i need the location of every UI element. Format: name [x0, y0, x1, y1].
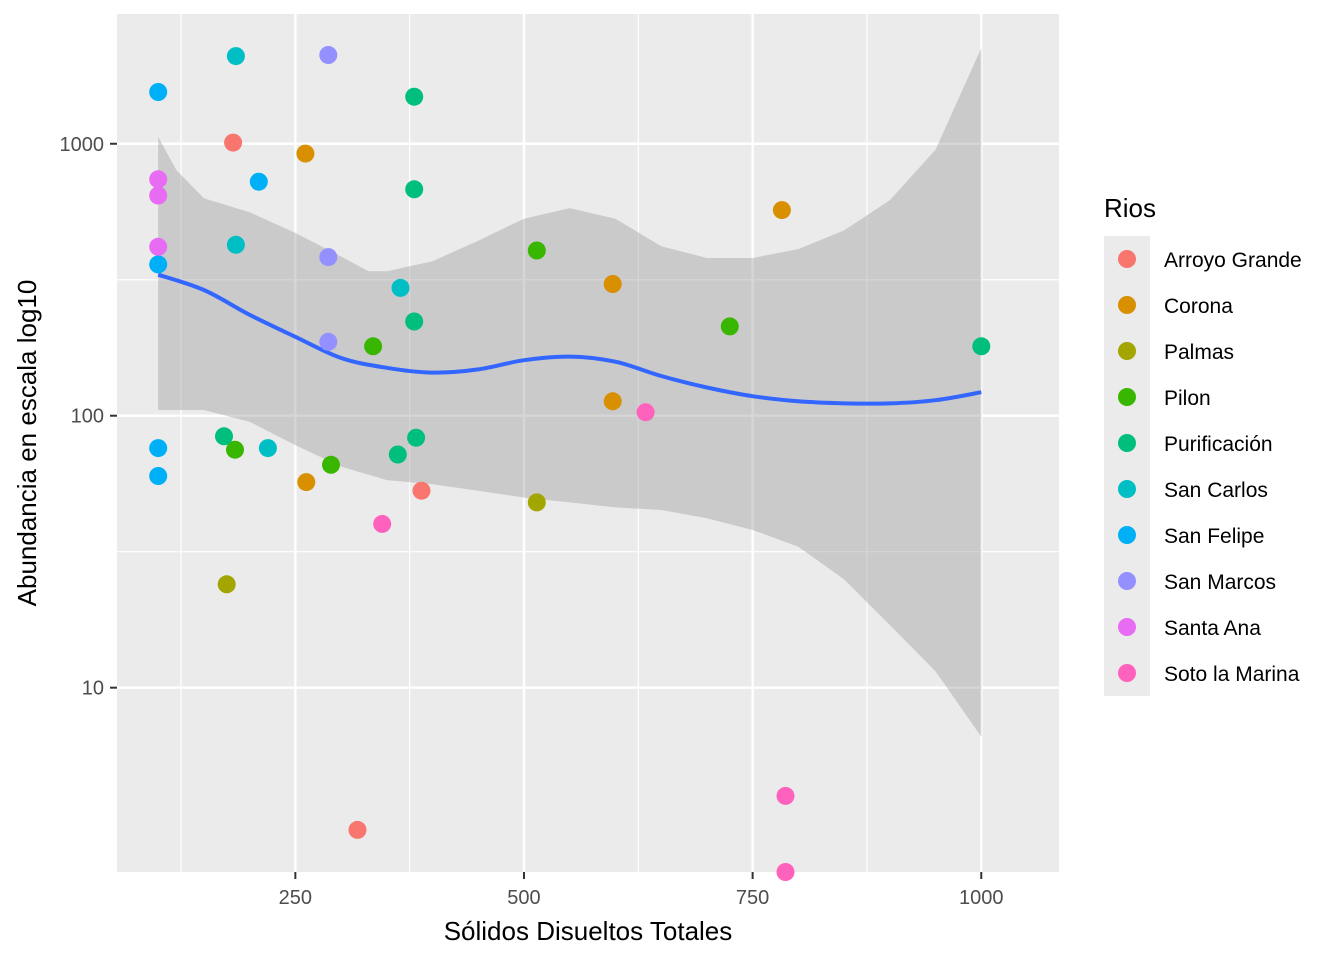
point-corona [296, 144, 315, 163]
point-arroyo-grande [348, 820, 367, 839]
point-san-marcos [319, 248, 338, 267]
point-soto-la-marina [373, 514, 392, 533]
point-corona [297, 473, 316, 492]
legend-key [1118, 388, 1136, 406]
point-san-felipe [249, 172, 268, 191]
legend-key [1118, 434, 1136, 452]
point-palmas [527, 493, 546, 512]
point-san-marcos [319, 332, 338, 351]
x-axis-title: Sólidos Disueltos Totales [444, 916, 733, 946]
smooth-trend-line [157, 272, 982, 406]
point-san-felipe [149, 439, 168, 458]
point-soto-la-marina [636, 403, 655, 422]
legend-label: San Felipe [1164, 525, 1264, 548]
point-san-marcos [319, 46, 338, 64]
point-palmas [217, 575, 236, 594]
point-purificacion [405, 312, 424, 331]
y-tick-label: 10 [82, 678, 104, 700]
point-purificacion [407, 428, 426, 447]
legend-label: Corona [1164, 295, 1233, 318]
legend-label: Santa Ana [1164, 617, 1261, 640]
point-purificacion [388, 445, 407, 464]
x-tick-label: 500 [507, 887, 540, 909]
legend-key [1118, 296, 1136, 314]
legend-key [1118, 250, 1136, 268]
x-tick-label: 250 [279, 887, 312, 909]
legend-key [1118, 342, 1136, 360]
point-soto-la-marina [776, 863, 795, 881]
point-pilon [720, 317, 739, 336]
confidence-ribbon [158, 48, 982, 737]
point-san-carlos [226, 47, 245, 66]
point-arroyo-grande [412, 481, 431, 500]
point-purificacion [215, 427, 233, 446]
y-tick-label: 100 [71, 406, 104, 428]
point-pilon [364, 337, 383, 356]
legend-key [1118, 526, 1136, 544]
legend-label: Purificación [1164, 433, 1273, 456]
legend-label: Pilon [1164, 387, 1211, 410]
point-corona [603, 275, 622, 293]
legend: Rios Arroyo Grande Corona Palmas Pilon Purif… [1104, 193, 1302, 696]
point-pilon [527, 241, 546, 260]
point-san-carlos [226, 235, 245, 254]
point-santa-ana [149, 170, 168, 189]
point-pilon [322, 455, 340, 474]
y-axis-title: Abundancia en escala log10 [12, 280, 42, 607]
data-points [149, 46, 991, 881]
point-pilon [226, 440, 244, 459]
legend-label: Arroyo Grande [1164, 249, 1302, 272]
point-santa-ana [149, 237, 168, 256]
point-purificacion [405, 180, 424, 199]
point-san-felipe [149, 83, 168, 101]
legend-label: San Marcos [1164, 571, 1276, 594]
point-corona [772, 201, 791, 220]
point-purificacion [405, 87, 424, 106]
y-tick-label: 1000 [60, 134, 105, 156]
point-arroyo-grande [224, 133, 243, 152]
point-san-carlos [258, 439, 277, 458]
legend-key [1118, 664, 1136, 682]
legend-key [1118, 618, 1136, 636]
x-tick-label: 1000 [959, 887, 1004, 909]
point-san-felipe [149, 467, 168, 485]
legend-key [1118, 480, 1136, 498]
legend-key [1118, 572, 1136, 590]
legend-label: San Carlos [1164, 479, 1268, 502]
y-axis: 10 100 1000 [60, 134, 117, 700]
grid-lines [117, 14, 1059, 872]
point-san-carlos [391, 278, 410, 297]
point-san-felipe [149, 255, 168, 274]
x-tick-label: 750 [736, 887, 769, 909]
legend-label: Palmas [1164, 341, 1234, 364]
legend-label: Soto la Marina [1164, 663, 1300, 686]
point-corona [603, 392, 622, 411]
legend-title: Rios [1104, 193, 1156, 223]
x-axis: 250 500 750 1000 [279, 872, 1004, 909]
point-purificacion [972, 337, 991, 356]
point-santa-ana [149, 186, 168, 205]
point-soto-la-marina [776, 786, 795, 805]
